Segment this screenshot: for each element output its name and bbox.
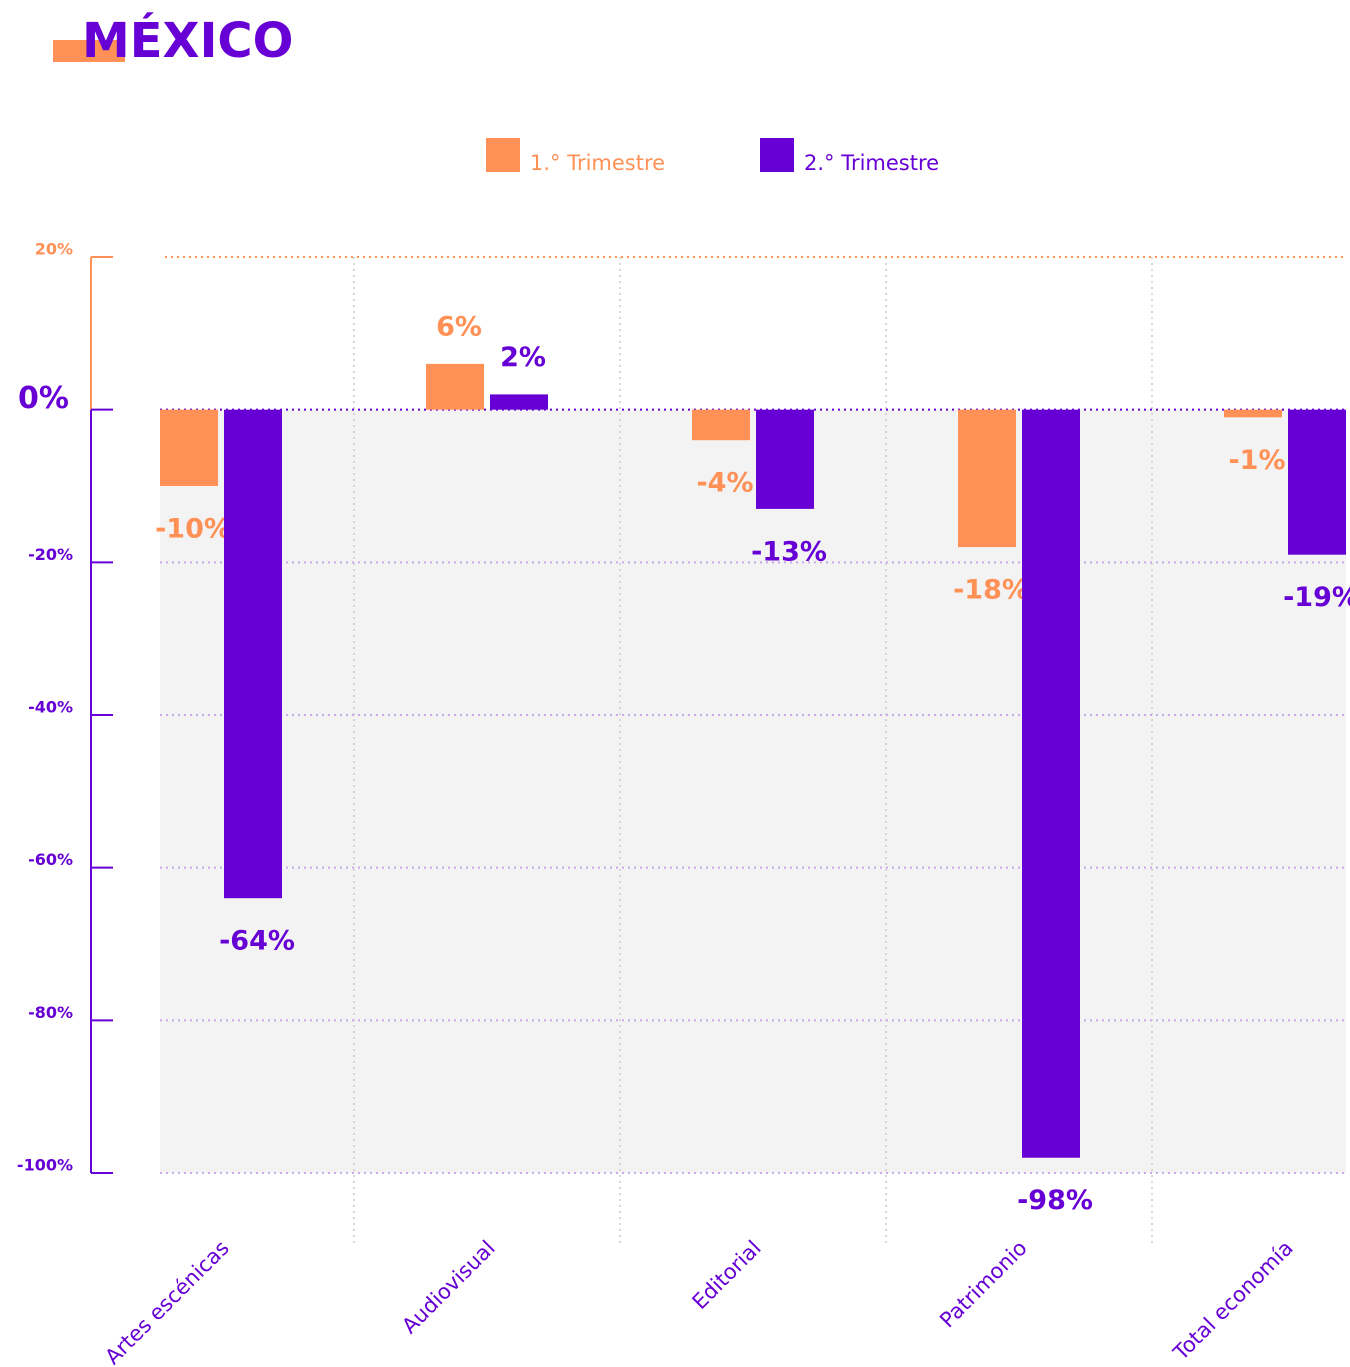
value-label: -98% xyxy=(1017,1185,1093,1216)
bar xyxy=(426,363,484,410)
legend-label: 1.° Trimestre xyxy=(530,151,665,175)
x-tick-label: Audiovisual xyxy=(397,1236,499,1338)
value-label: 6% xyxy=(436,311,482,342)
y-tick-label: -40% xyxy=(28,698,73,717)
value-label: 2% xyxy=(500,342,546,373)
x-tick-label: Editorial xyxy=(688,1236,766,1314)
bar xyxy=(490,394,548,410)
y-tick-label: -100% xyxy=(17,1156,73,1175)
y-tick-label: 20% xyxy=(35,240,73,259)
bar xyxy=(160,409,218,486)
bar xyxy=(1288,409,1346,555)
value-label: -19% xyxy=(1283,582,1350,613)
y-tick-label: -20% xyxy=(28,545,73,564)
y-tick-label: -80% xyxy=(28,1003,73,1022)
bar xyxy=(692,409,750,441)
x-tick-label: Artes escénicas xyxy=(100,1236,233,1367)
bar xyxy=(756,409,814,509)
value-label: -13% xyxy=(751,536,827,567)
bar xyxy=(1224,409,1282,418)
x-tick-label: Total economía xyxy=(1168,1236,1298,1366)
value-label: -18% xyxy=(953,575,1029,606)
legend-swatch xyxy=(760,138,794,172)
bar xyxy=(224,409,282,899)
title-accent xyxy=(53,40,125,62)
legend-label: 2.° Trimestre xyxy=(804,151,939,175)
chart-title: MÉXICO xyxy=(82,12,293,69)
legend-swatch xyxy=(486,138,520,172)
y-tick-label: -60% xyxy=(28,850,73,869)
value-label: -4% xyxy=(696,468,753,499)
bar xyxy=(1022,409,1080,1158)
value-label: -10% xyxy=(155,514,231,545)
bar xyxy=(958,409,1016,548)
value-label: -64% xyxy=(219,926,295,957)
plot-background xyxy=(160,409,1346,1174)
value-label: -1% xyxy=(1228,445,1285,476)
x-tick-label: Patrimonio xyxy=(935,1236,1032,1333)
y-tick-label: 0% xyxy=(18,381,69,416)
